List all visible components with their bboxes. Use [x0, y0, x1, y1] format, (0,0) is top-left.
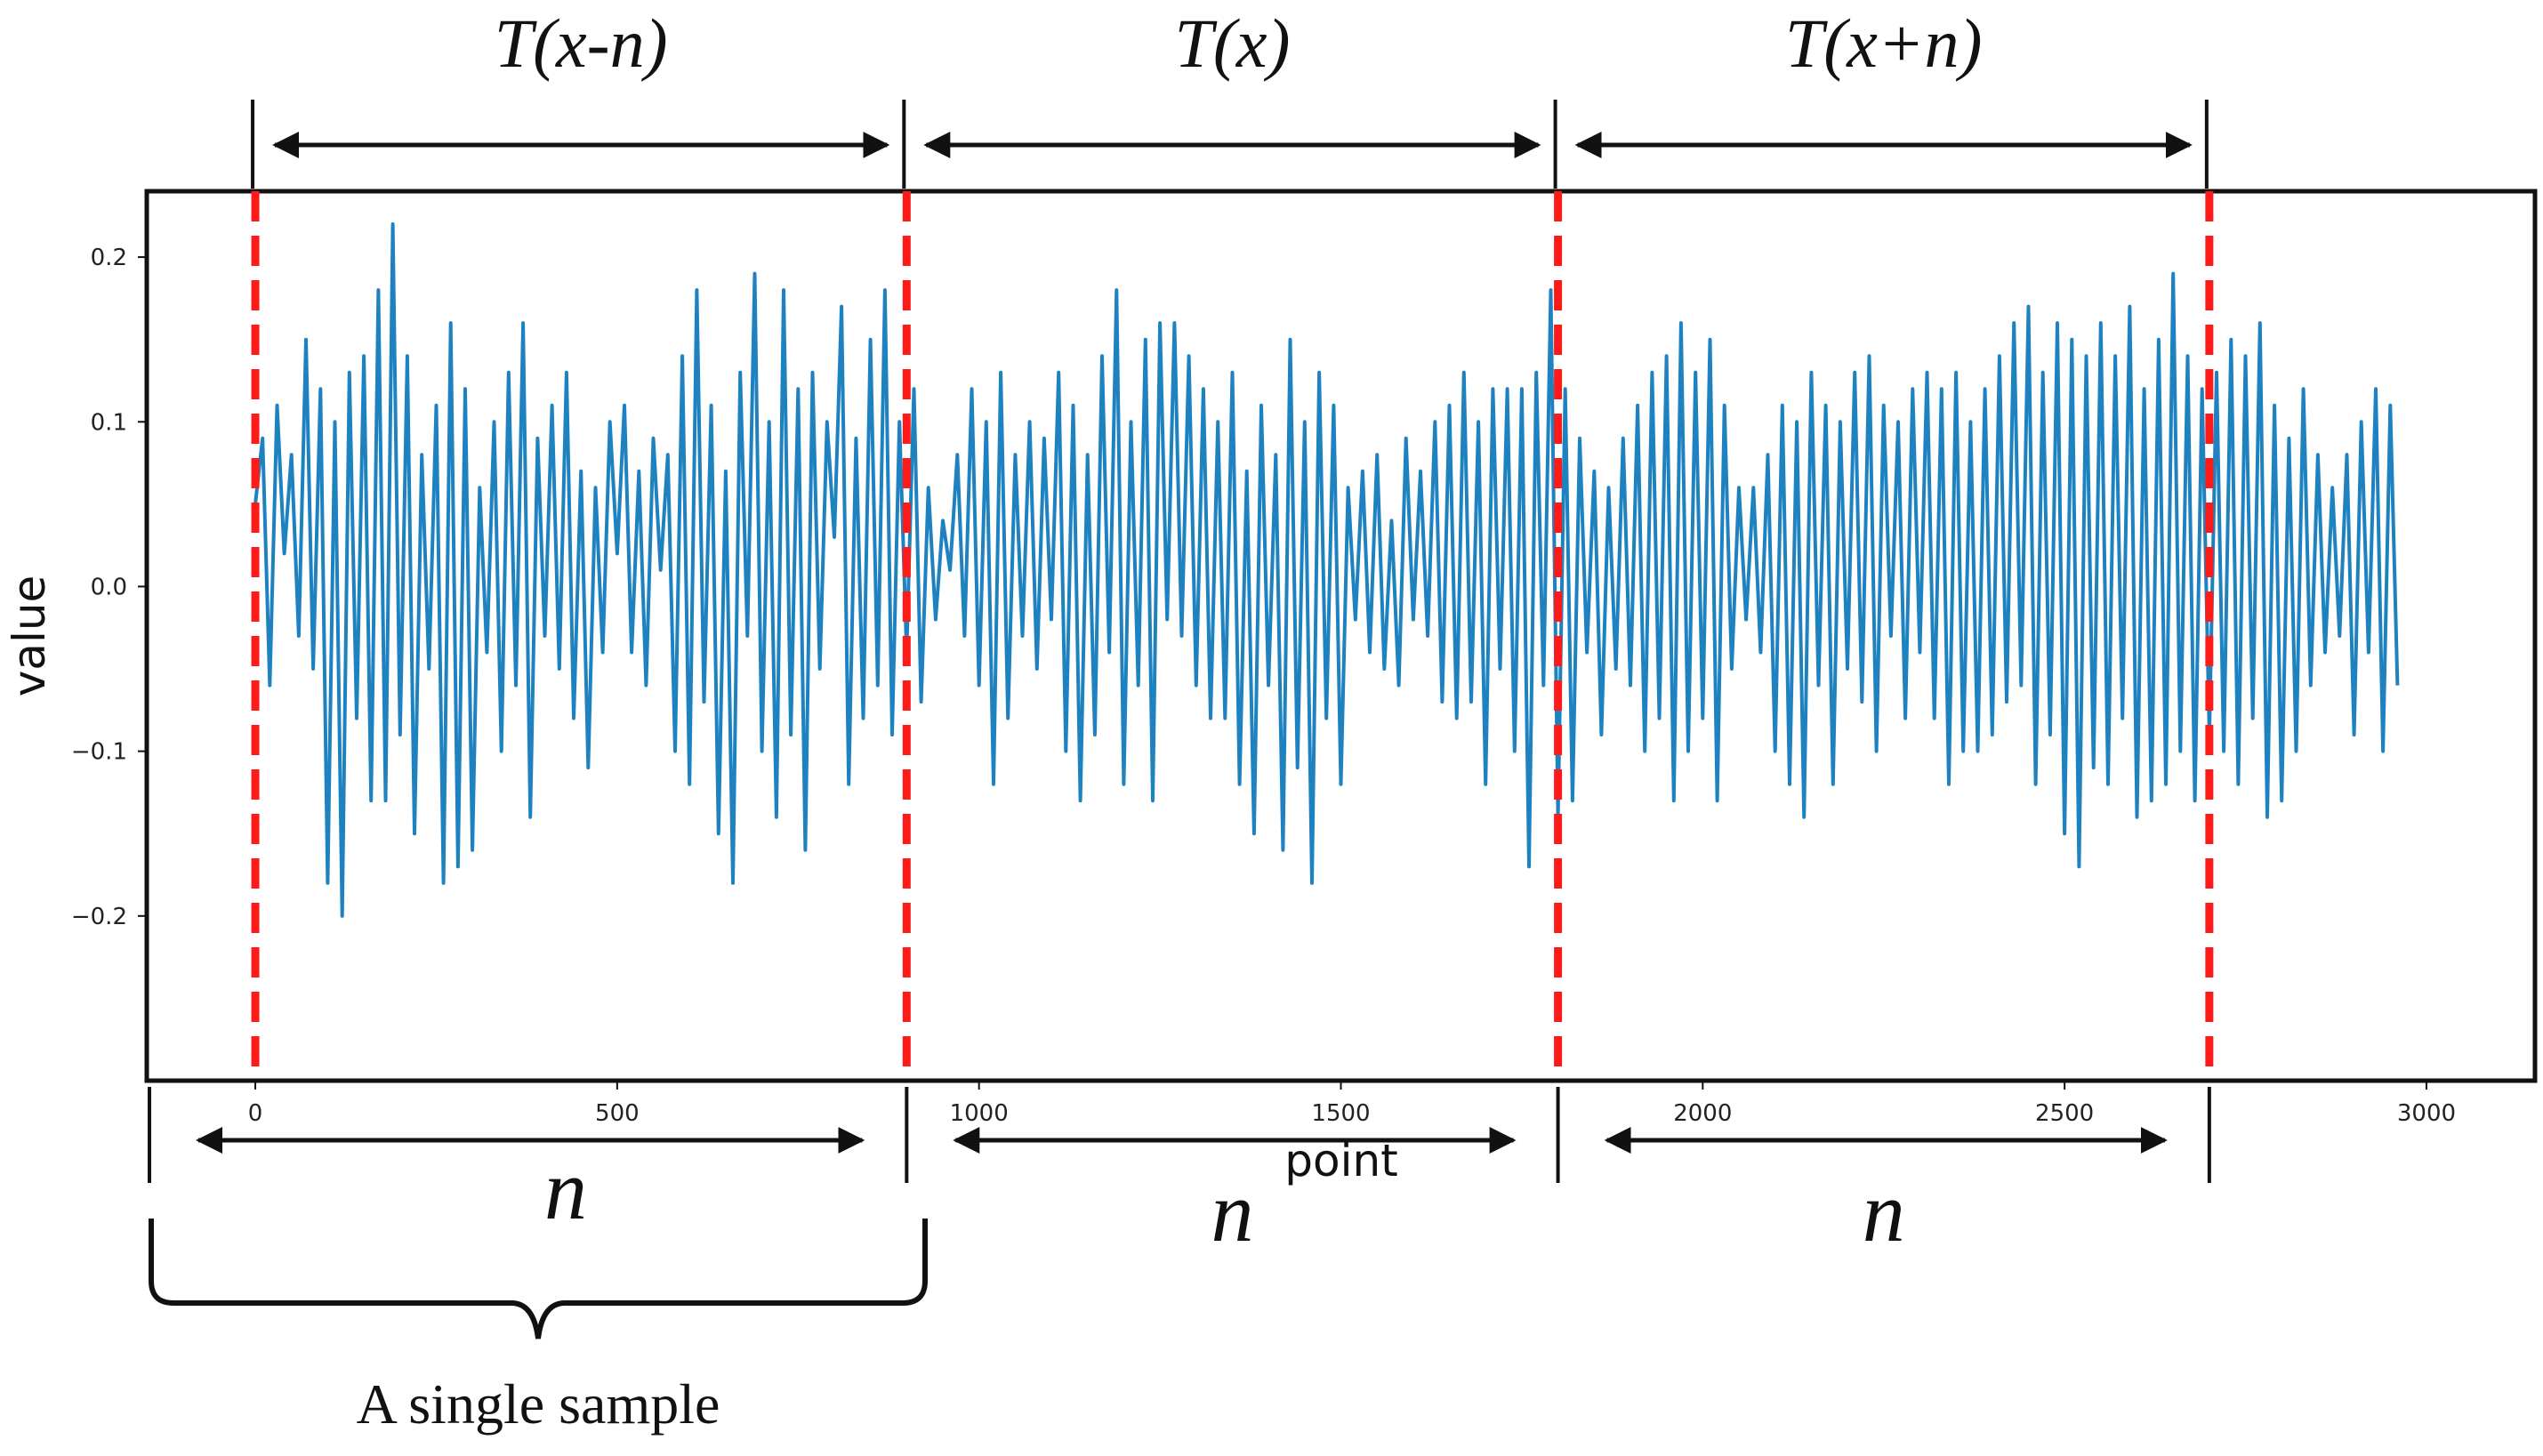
x-axis: 0 500 1000 1500 2000 2500 3000 [248, 1081, 2456, 1127]
brace-label: A single sample [357, 1372, 720, 1436]
x-tick-label: 2000 [1673, 1100, 1732, 1127]
top-annotations: T(x-n) T(x) T(x+n) [251, 4, 2209, 189]
y-tick-label: 0.1 [91, 409, 127, 436]
n-label: n [1211, 1164, 1253, 1259]
x-tick-label: 500 [595, 1100, 640, 1127]
segment-boundaries [251, 191, 2214, 1081]
x-tick-label: 3000 [2397, 1100, 2456, 1127]
x-tick-label: 1000 [950, 1100, 1009, 1127]
segment-label: T(x) [1174, 4, 1290, 82]
n-label: n [544, 1142, 587, 1237]
y-tick-label: −0.1 [71, 739, 127, 766]
y-tick-label: 0.2 [91, 245, 127, 271]
y-axis-title: value [4, 575, 55, 697]
segment-label: T(x+n) [1785, 4, 1983, 82]
segment-label: T(x-n) [495, 4, 668, 82]
sample-brace [149, 1219, 928, 1339]
x-tick-label: 0 [248, 1100, 263, 1127]
x-tick-label: 1500 [1311, 1100, 1370, 1127]
y-tick-label: 0.0 [91, 574, 127, 600]
x-axis-title: point [1284, 1135, 1398, 1187]
n-label: n [1863, 1164, 1905, 1259]
y-tick-label: −0.2 [71, 904, 127, 930]
x-tick-label: 2500 [2035, 1100, 2094, 1127]
y-axis: 0.2 0.1 0.0 −0.1 −0.2 [71, 245, 147, 930]
series-signal-line [253, 222, 2400, 918]
